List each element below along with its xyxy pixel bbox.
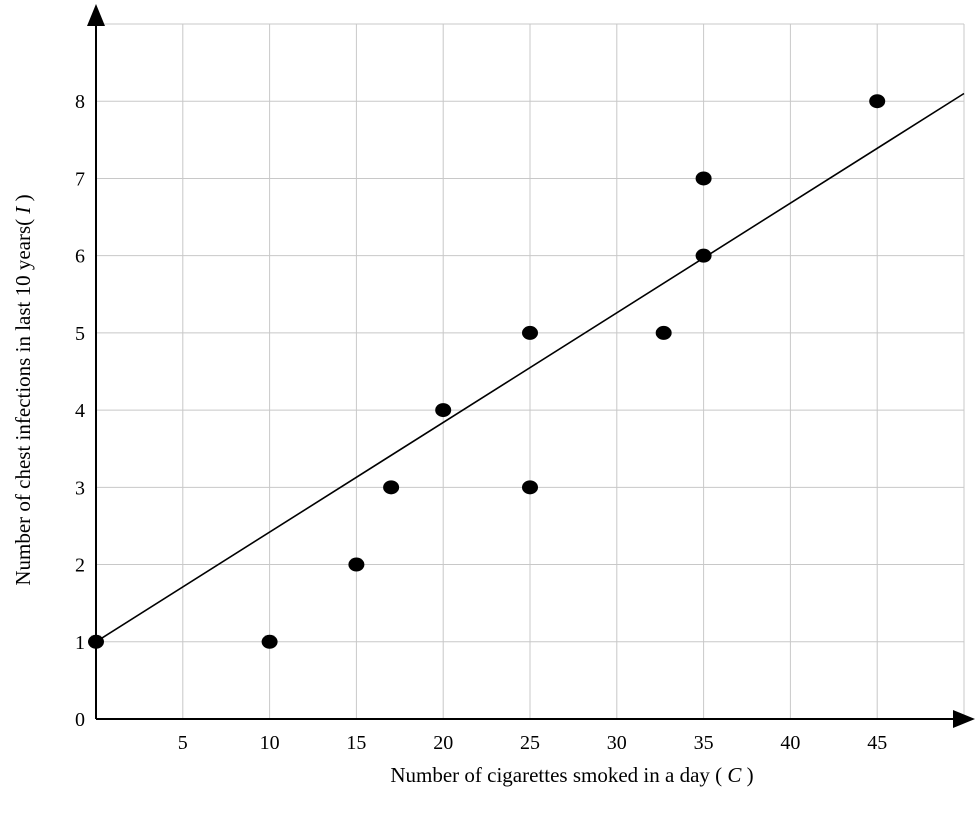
data-point (695, 171, 712, 186)
axes (87, 4, 975, 728)
data-point (348, 557, 365, 572)
y-axis-title-end: ) (11, 194, 35, 201)
y-tick-label: 4 (75, 400, 85, 422)
y-axis-arrow (87, 4, 105, 26)
trend-line-group (95, 92, 965, 643)
x-axis-title-variable: C (727, 763, 742, 787)
y-tick-label: 8 (75, 91, 85, 113)
trend-line (95, 92, 965, 643)
x-axis-title: Number of cigarettes smoked in a day ( C… (390, 763, 753, 787)
x-axis-title-end: ) (747, 763, 754, 787)
data-point (383, 480, 400, 495)
y-tick-label: 7 (75, 168, 85, 190)
data-points (88, 94, 886, 649)
x-tick-label: 25 (520, 732, 540, 754)
x-tick-label: 45 (867, 732, 887, 754)
y-tick-label: 5 (75, 323, 85, 345)
y-axis-title-text: Number of chest infections in last 10 ye… (11, 219, 35, 586)
grid (96, 23, 965, 719)
x-tick-label: 20 (433, 732, 453, 754)
data-point (695, 248, 712, 263)
data-point (522, 480, 538, 495)
data-point (261, 634, 278, 649)
data-point (869, 94, 886, 109)
x-tick-label: 10 (260, 732, 280, 754)
x-tick-label: 30 (607, 732, 627, 754)
y-axis-title: Number of chest infections in last 10 ye… (11, 194, 35, 585)
x-axis-title-text: Number of cigarettes smoked in a day ( (390, 763, 722, 787)
x-axis-arrow (953, 710, 975, 728)
y-tick-label: 0 (75, 709, 85, 731)
x-tick-label: 5 (178, 732, 188, 754)
y-axis-title-variable: I (11, 206, 35, 215)
data-point (522, 325, 538, 340)
y-tick-label: 3 (75, 477, 85, 499)
y-tick-label: 6 (75, 246, 85, 268)
x-tick-label: 15 (346, 732, 366, 754)
data-point (435, 403, 452, 418)
y-tick-label: 1 (75, 632, 85, 654)
data-point (88, 634, 104, 649)
x-tick-label: 35 (694, 732, 714, 754)
x-tick-label: 40 (780, 732, 800, 754)
data-point (655, 325, 672, 340)
y-tick-label: 2 (75, 555, 85, 577)
